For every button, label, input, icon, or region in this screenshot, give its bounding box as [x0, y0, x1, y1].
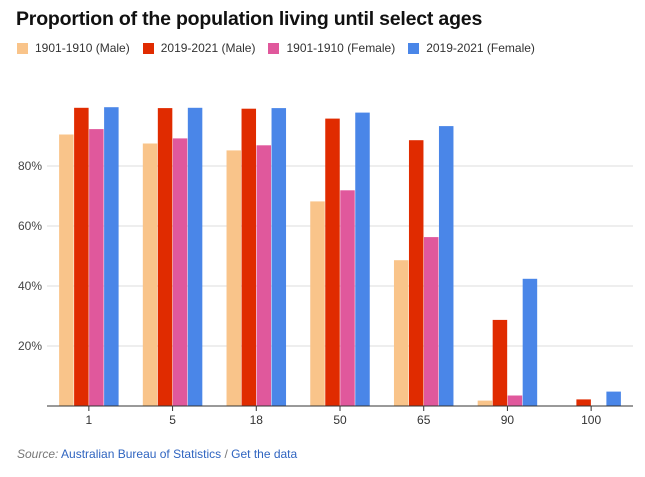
bar	[187, 107, 203, 407]
bar	[522, 278, 538, 406]
legend-swatch	[17, 42, 28, 54]
x-tick-label: 65	[417, 413, 431, 427]
x-tick-label: 18	[250, 413, 264, 427]
bar	[408, 140, 424, 406]
source-label: Source:	[17, 447, 59, 461]
bar	[310, 201, 325, 406]
y-tick-label: 20%	[18, 339, 42, 353]
bar	[59, 134, 74, 406]
x-tick-label: 1	[86, 413, 93, 427]
bar	[355, 112, 370, 406]
y-tick-label: 40%	[18, 279, 42, 293]
bar	[507, 395, 523, 406]
legend-swatch	[408, 42, 420, 54]
source-link[interactable]: Australian Bureau of Statistics	[61, 447, 222, 461]
chart-title: Proportion of the population living unti…	[16, 8, 483, 30]
x-tick-label: 50	[333, 413, 347, 427]
bar	[157, 108, 173, 406]
y-tick-label: 60%	[18, 219, 42, 233]
x-tick-label: 100	[581, 413, 601, 427]
bar	[142, 143, 158, 406]
bar	[606, 391, 621, 406]
bar	[226, 150, 242, 406]
legend-item: 2019-2021 (Female)	[408, 41, 535, 55]
bar	[340, 190, 355, 406]
legend-label: 1901-1910 (Male)	[35, 41, 130, 55]
bar	[256, 145, 272, 407]
legend-swatch	[142, 42, 154, 54]
legend-item: 1901-1910 (Female)	[268, 41, 395, 55]
legend-label: 2019-2021 (Male)	[160, 41, 256, 55]
y-tick-label: 80%	[18, 159, 42, 173]
bar	[325, 118, 340, 406]
bar	[241, 108, 257, 406]
bar	[89, 129, 104, 406]
bar	[74, 107, 89, 407]
x-tick-label: 90	[501, 413, 515, 427]
get-data-link[interactable]: Get the data	[231, 447, 298, 461]
bar	[393, 260, 409, 406]
footer-separator: /	[224, 447, 228, 461]
footer: Source: Australian Bureau of Statistics …	[17, 447, 297, 461]
x-tick-label: 5	[169, 413, 176, 427]
legend-swatch	[268, 42, 280, 54]
bar	[477, 400, 493, 406]
legend-label: 1901-1910 (Female)	[286, 41, 396, 55]
legend-label: 2019-2021 (Female)	[426, 41, 535, 55]
bar	[492, 319, 508, 406]
bar	[271, 108, 287, 406]
bar	[438, 126, 454, 406]
bar	[104, 107, 119, 406]
bar	[576, 399, 591, 406]
legend-item: 1901-1910 (Male)	[17, 41, 130, 55]
bar	[423, 237, 439, 406]
bar	[172, 138, 188, 406]
legend: 1901-1910 (Male) 2019-2021 (Male) 1901-191…	[17, 41, 548, 55]
legend-item: 2019-2021 (Male)	[142, 41, 256, 55]
